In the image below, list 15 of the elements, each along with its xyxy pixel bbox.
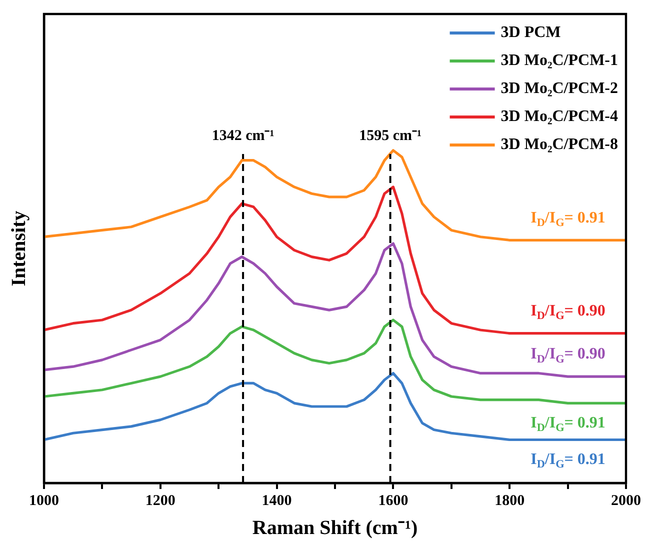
- x-tick-label: 2000: [611, 492, 641, 509]
- x-tick-label: 1600: [378, 492, 408, 509]
- ref-line-label: 1342 cm⁻¹: [212, 128, 274, 144]
- ref-line-label: 1595 cm⁻¹: [359, 128, 422, 144]
- legend-label: 3D Mo₂C/PCM-2: [500, 80, 618, 98]
- x-tick-label: 1000: [29, 492, 59, 509]
- y-axis-title: Intensity: [8, 210, 30, 286]
- legend-label: 3D Mo₂C/PCM-8: [500, 136, 618, 154]
- x-tick-label: 1400: [262, 492, 292, 509]
- x-tick-label: 1200: [145, 492, 176, 509]
- x-axis-title: Raman Shift (cm⁻¹): [252, 517, 418, 540]
- legend-label: 3D Mo₂C/PCM-1: [500, 52, 618, 70]
- legend-label: 3D PCM: [500, 24, 561, 42]
- x-tick-label: 1800: [494, 492, 525, 509]
- legend-label: 3D Mo₂C/PCM-4: [500, 108, 618, 126]
